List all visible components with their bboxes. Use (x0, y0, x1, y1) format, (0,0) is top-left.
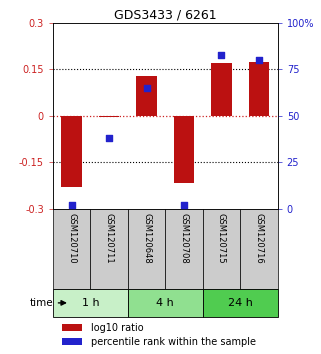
Text: 1 h: 1 h (82, 298, 99, 308)
Bar (53, 209, 91, 289)
Bar (128, 209, 165, 289)
Text: log10 ratio: log10 ratio (91, 322, 143, 332)
Text: GSM120710: GSM120710 (67, 213, 76, 263)
Bar (62, 338, 82, 346)
Bar (165, 209, 203, 289)
Text: GSM120708: GSM120708 (179, 213, 188, 264)
Text: percentile rank within the sample: percentile rank within the sample (91, 337, 256, 347)
Bar (211, 63, 232, 116)
Point (219, 52, 224, 57)
Bar (174, 116, 194, 183)
Bar (203, 289, 278, 317)
Text: GSM120648: GSM120648 (142, 213, 151, 264)
Bar (62, 324, 82, 331)
Text: GSM120711: GSM120711 (105, 213, 114, 263)
Bar (136, 76, 157, 116)
Bar (99, 116, 119, 118)
Point (256, 57, 262, 63)
Text: time: time (30, 298, 54, 308)
Bar (53, 289, 128, 317)
Point (69, 202, 74, 208)
Bar (128, 289, 203, 317)
Text: GSM120715: GSM120715 (217, 213, 226, 263)
Bar (61, 116, 82, 187)
Bar (91, 209, 128, 289)
Bar (203, 209, 240, 289)
Point (181, 202, 187, 208)
Title: GDS3433 / 6261: GDS3433 / 6261 (114, 9, 217, 22)
Text: 24 h: 24 h (228, 298, 253, 308)
Point (107, 135, 112, 141)
Point (144, 85, 149, 91)
Text: 4 h: 4 h (156, 298, 174, 308)
Bar (240, 209, 278, 289)
Text: GSM120716: GSM120716 (255, 213, 264, 264)
Bar (249, 62, 269, 116)
